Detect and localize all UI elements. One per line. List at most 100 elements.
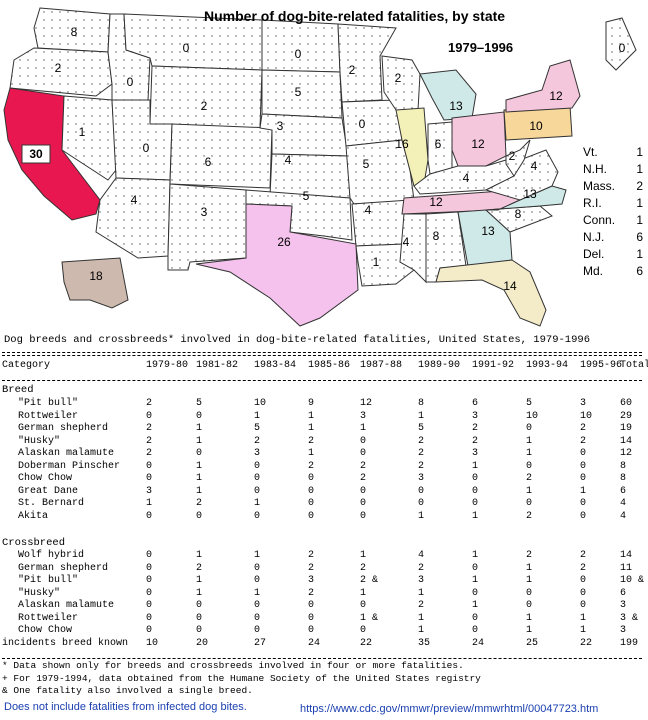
row-label: Rottweiler bbox=[18, 612, 79, 624]
source-link[interactable]: https://www.cdc.gov/mmwr/preview/mmwrhtm… bbox=[300, 703, 599, 715]
cell-value: 0 bbox=[526, 460, 533, 472]
state-arizona bbox=[95, 177, 171, 259]
cell-value: 1 bbox=[418, 587, 425, 599]
table-row: Wolf hybrid 0 1 1 2 1 4 1 2 2 14 bbox=[0, 550, 648, 562]
breed-section-label: Breed bbox=[0, 384, 648, 396]
cell-value: 4 bbox=[620, 498, 627, 509]
cell-value: 0 bbox=[254, 562, 261, 574]
row-label: Alaskan malamute bbox=[18, 448, 115, 459]
small-state-row: Md. 6 bbox=[583, 263, 643, 280]
cell-value: 6 bbox=[620, 587, 627, 599]
cell-value: 0 bbox=[196, 600, 203, 611]
state-value-label: 2 bbox=[509, 149, 516, 163]
state-value-label: 0 bbox=[295, 47, 302, 61]
small-state-row: Vt. 1 bbox=[583, 144, 643, 161]
table-rule bbox=[2, 380, 642, 381]
cell-value: 0 bbox=[146, 510, 153, 522]
cell-value: 1 bbox=[254, 587, 261, 599]
state-value-label: 2 bbox=[55, 61, 62, 75]
cell-value: 1 bbox=[196, 575, 203, 586]
california-label-box bbox=[21, 144, 51, 164]
cell-value: 0 bbox=[308, 473, 315, 484]
small-state-name: Del. bbox=[583, 247, 605, 261]
cell-value: 1 bbox=[360, 587, 367, 599]
state-value-label: 6 bbox=[205, 155, 212, 169]
cell-value: 3 bbox=[472, 410, 479, 422]
row-label: incidents breed known bbox=[2, 637, 129, 649]
cell-value: 2 bbox=[146, 448, 153, 459]
cell-value: 1 bbox=[196, 423, 203, 434]
cell-value: 0 bbox=[472, 625, 479, 636]
cell-value: 29 bbox=[620, 410, 633, 422]
cell-value: 1 bbox=[254, 410, 261, 422]
cell-value: 1985-86 bbox=[308, 360, 351, 371]
cell-value: 2 bbox=[146, 398, 153, 409]
cell-value: 3 bbox=[472, 448, 479, 459]
state-value-label: 3 bbox=[201, 205, 208, 219]
cell-value: 1 bbox=[526, 575, 533, 586]
small-state-value: 1 bbox=[636, 145, 643, 159]
footnotes: * Data shown only for breeds and crossbr… bbox=[2, 660, 481, 698]
state-value-label: 0 bbox=[359, 117, 366, 131]
small-states-legend: Vt. 1 N.H. 1 Mass. 2 R.I. 1 Conn. 1 N.J. 6 Del. 1 Md. 6 bbox=[583, 144, 643, 280]
cell-value: 0 bbox=[472, 562, 479, 574]
table-row: German shepherd 2 1 5 1 1 5 2 0 2 19 bbox=[0, 423, 648, 435]
table-row: Alaskan malamute 0 0 0 0 0 2 1 0 0 3 bbox=[0, 600, 648, 612]
cell-value: 1 bbox=[472, 600, 479, 611]
cell-value: 22 bbox=[360, 637, 373, 649]
state-value-label: 0 bbox=[619, 41, 626, 55]
cell-value: 0 bbox=[580, 587, 587, 599]
small-state-value: 1 bbox=[636, 196, 643, 210]
cell-value: 12 bbox=[620, 448, 633, 459]
cell-value: 2 bbox=[254, 435, 261, 447]
cell-value: 0 bbox=[526, 498, 533, 509]
small-state-value: 6 bbox=[636, 230, 643, 244]
row-label: Doberman Pinscher bbox=[18, 460, 121, 472]
cell-value: 22 bbox=[580, 637, 593, 649]
state-minnesota bbox=[337, 23, 397, 103]
table-row: "Husky" 0 1 1 2 1 1 0 0 0 6 bbox=[0, 588, 648, 600]
cell-value: 0 bbox=[146, 600, 153, 611]
footnote: + For 1979-1994, data obtained from the … bbox=[2, 672, 481, 684]
small-state-name: Mass. bbox=[583, 179, 616, 193]
state-value-label: 2 bbox=[349, 63, 356, 77]
cell-value: 2 bbox=[580, 423, 587, 434]
cell-value: 3 & bbox=[620, 612, 639, 624]
small-state-row: N.H. 1 bbox=[583, 161, 643, 178]
cell-value: 1 bbox=[526, 562, 533, 574]
map-years: 1979–1996 bbox=[448, 40, 514, 55]
table-row: St. Bernard 1 2 1 0 0 0 0 0 0 4 bbox=[0, 498, 648, 510]
state-colorado bbox=[169, 123, 273, 189]
cell-value: 2 bbox=[360, 460, 367, 472]
cell-value: 0 bbox=[526, 423, 533, 434]
cell-value: 2 bbox=[146, 423, 153, 434]
cell-value: 1 bbox=[472, 575, 479, 586]
small-state-row: R.I. 1 bbox=[583, 195, 643, 212]
cell-value: 1 bbox=[196, 587, 203, 599]
small-state-name: N.J. bbox=[583, 230, 605, 244]
cell-value: 5 bbox=[254, 423, 261, 434]
map-title: Number of dog-bite-related fatalities, b… bbox=[204, 8, 506, 24]
state-value-label: 2 bbox=[395, 71, 402, 85]
state-value-label: 16 bbox=[395, 137, 409, 151]
cell-value: 0 bbox=[196, 625, 203, 636]
state-north-dakota bbox=[261, 19, 341, 73]
state-nevada bbox=[61, 95, 117, 181]
cell-value: 2 bbox=[526, 550, 533, 561]
table-rule bbox=[2, 658, 642, 659]
cell-value: 2 bbox=[360, 562, 367, 574]
cell-value: 3 bbox=[620, 600, 627, 611]
cell-value: 3 bbox=[308, 575, 315, 586]
cell-value: 1 bbox=[196, 435, 203, 447]
cell-value: 1 & bbox=[360, 612, 379, 624]
cell-value: 1995-96 bbox=[580, 360, 623, 371]
state-texas bbox=[195, 203, 359, 327]
state-value-label: 18 bbox=[89, 269, 103, 283]
row-label: "Pit bull" bbox=[18, 398, 79, 409]
cell-value: 2 bbox=[196, 562, 203, 574]
row-label: Great Dane bbox=[18, 485, 79, 497]
cell-value: 0 bbox=[146, 612, 153, 624]
cell-value: 0 bbox=[360, 435, 367, 447]
small-state-row: N.J. 6 bbox=[583, 229, 643, 246]
cell-value: 0 bbox=[254, 460, 261, 472]
